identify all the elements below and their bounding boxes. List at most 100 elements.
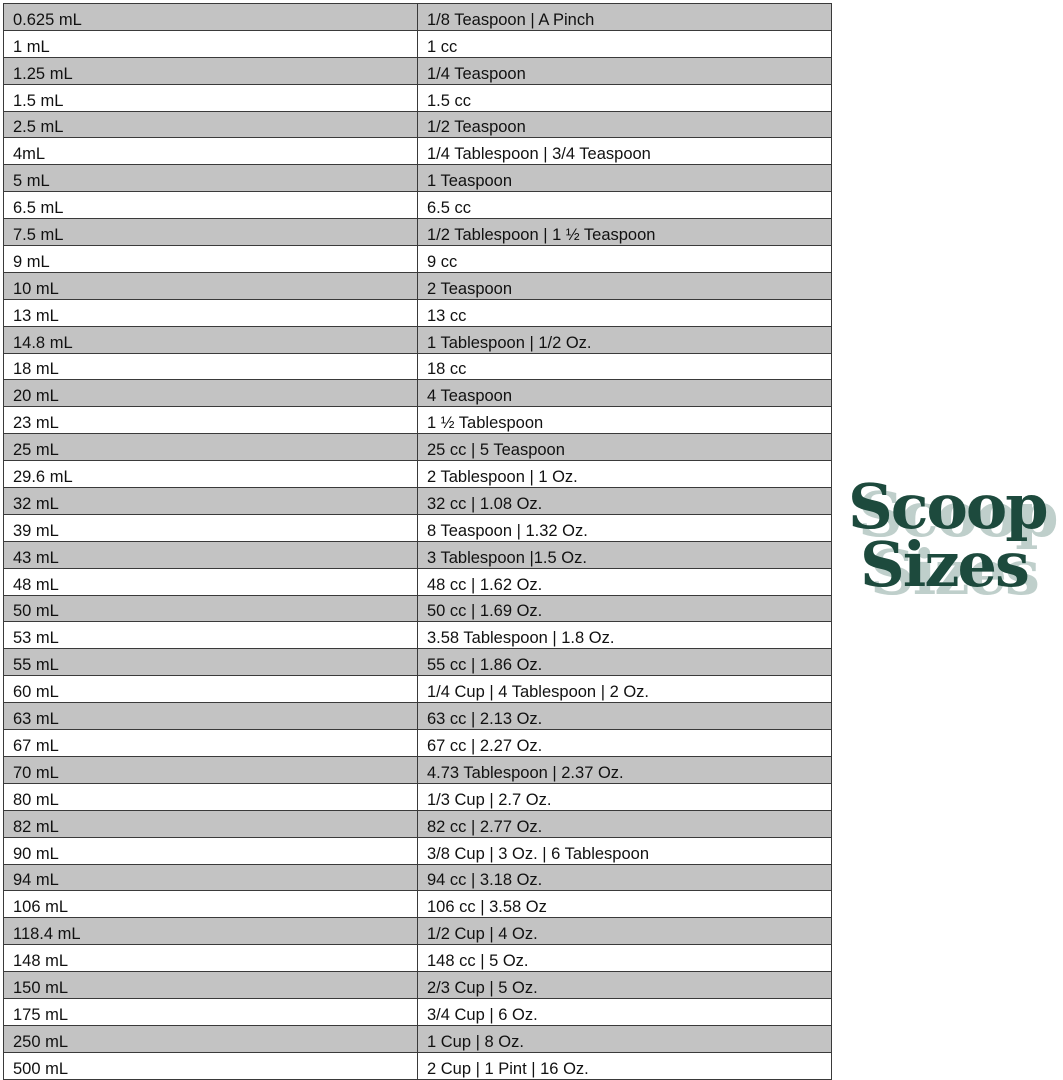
table-row: 67 mL 67 cc | 2.27 Oz. — [3, 729, 832, 757]
equivalent-cell: 1 Teaspoon — [417, 164, 832, 193]
table-row: 4mL 1/4 Tablespoon | 3/4 Teaspoon — [3, 137, 832, 166]
volume-ml-cell: 39 mL — [3, 513, 418, 542]
volume-ml-cell: 250 mL — [3, 1024, 418, 1053]
volume-ml-cell: 29.6 mL — [3, 460, 418, 489]
equivalent-cell: 2 Teaspoon — [417, 271, 832, 300]
table-row: 43 mL 3 Tablespoon |1.5 Oz. — [3, 540, 832, 569]
scoop-size-table: 0.625 mL 1/8 Teaspoon | A Pinch 1 mL 1 cc 1.… — [3, 3, 832, 1080]
equivalent-cell: 3/4 Cup | 6 Oz. — [417, 997, 832, 1026]
volume-ml-cell: 20 mL — [3, 379, 418, 408]
volume-ml-cell: 50 mL — [3, 594, 418, 623]
table-row: 5 mL 1 Teaspoon — [3, 164, 832, 193]
table-row: 60 mL 1/4 Cup | 4 Tablespoon | 2 Oz. — [3, 675, 832, 704]
table-row: 90 mL 3/8 Cup | 3 Oz. | 6 Tablespoon — [3, 836, 832, 865]
table-row: 70 mL 4.73 Tablespoon | 2.37 Oz. — [3, 755, 832, 784]
equivalent-cell: 50 cc | 1.69 Oz. — [417, 594, 832, 623]
table-row: 0.625 mL 1/8 Teaspoon | A Pinch — [3, 3, 832, 31]
volume-ml-cell: 23 mL — [3, 406, 418, 435]
equivalent-cell: 1 Tablespoon | 1/2 Oz. — [417, 325, 832, 354]
table-row: 250 mL 1 Cup | 8 Oz. — [3, 1024, 832, 1053]
equivalent-cell: 6.5 cc — [417, 191, 832, 220]
scoop-sizes-logo: Scoop Sizes — [848, 470, 1058, 596]
table-row: 32 mL 32 cc | 1.08 Oz. — [3, 487, 832, 515]
equivalent-cell: 94 cc | 3.18 Oz. — [417, 863, 832, 892]
equivalent-cell: 13 cc — [417, 298, 832, 327]
equivalent-cell: 3.58 Tablespoon | 1.8 Oz. — [417, 621, 832, 650]
table-row: 148 mL 148 cc | 5 Oz. — [3, 944, 832, 973]
volume-ml-cell: 90 mL — [3, 836, 418, 865]
equivalent-cell: 4 Teaspoon — [417, 379, 832, 408]
table-row: 63 mL 63 cc | 2.13 Oz. — [3, 702, 832, 731]
equivalent-cell: 18 cc — [417, 352, 832, 381]
table-row: 20 mL 4 Teaspoon — [3, 379, 832, 408]
table-row: 94 mL 94 cc | 3.18 Oz. — [3, 863, 832, 892]
volume-ml-cell: 148 mL — [3, 944, 418, 973]
table-row: 106 mL 106 cc | 3.58 Oz — [3, 890, 832, 919]
table-row: 150 mL 2/3 Cup | 5 Oz. — [3, 971, 832, 999]
table-row: 50 mL 50 cc | 1.69 Oz. — [3, 594, 832, 623]
volume-ml-cell: 80 mL — [3, 782, 418, 811]
table-row: 23 mL 1 ½ Tablespoon — [3, 406, 832, 435]
volume-ml-cell: 2.5 mL — [3, 110, 418, 139]
volume-ml-cell: 18 mL — [3, 352, 418, 381]
table-row: 13 mL 13 cc — [3, 298, 832, 327]
table-row: 14.8 mL 1 Tablespoon | 1/2 Oz. — [3, 325, 832, 354]
volume-ml-cell: 55 mL — [3, 648, 418, 677]
equivalent-cell: 1 cc — [417, 29, 832, 58]
table-row: 2.5 mL 1/2 Teaspoon — [3, 110, 832, 139]
equivalent-cell: 3/8 Cup | 3 Oz. | 6 Tablespoon — [417, 836, 832, 865]
table-row: 39 mL 8 Teaspoon | 1.32 Oz. — [3, 513, 832, 542]
logo-line-1: Scoop — [848, 470, 1049, 543]
volume-ml-cell: 0.625 mL — [3, 3, 418, 31]
equivalent-cell: 148 cc | 5 Oz. — [417, 944, 832, 973]
volume-ml-cell: 43 mL — [3, 540, 418, 569]
volume-ml-cell: 63 mL — [3, 702, 418, 731]
volume-ml-cell: 118.4 mL — [3, 917, 418, 946]
table-row: 118.4 mL 1/2 Cup | 4 Oz. — [3, 917, 832, 946]
equivalent-cell: 67 cc | 2.27 Oz. — [417, 729, 832, 757]
equivalent-cell: 1 ½ Tablespoon — [417, 406, 832, 435]
equivalent-cell: 1/4 Cup | 4 Tablespoon | 2 Oz. — [417, 675, 832, 704]
table-row: 175 mL 3/4 Cup | 6 Oz. — [3, 997, 832, 1026]
table-row: 1.25 mL 1/4 Teaspoon — [3, 56, 832, 85]
volume-ml-cell: 82 mL — [3, 809, 418, 838]
equivalent-cell: 1/2 Teaspoon — [417, 110, 832, 139]
volume-ml-cell: 32 mL — [3, 487, 418, 515]
table-row: 55 mL 55 cc | 1.86 Oz. — [3, 648, 832, 677]
table-row: 29.6 mL 2 Tablespoon | 1 Oz. — [3, 460, 832, 489]
volume-ml-cell: 150 mL — [3, 971, 418, 999]
equivalent-cell: 1/4 Teaspoon — [417, 56, 832, 85]
equivalent-cell: 25 cc | 5 Teaspoon — [417, 433, 832, 462]
equivalent-cell: 55 cc | 1.86 Oz. — [417, 648, 832, 677]
volume-ml-cell: 94 mL — [3, 863, 418, 892]
volume-ml-cell: 60 mL — [3, 675, 418, 704]
table-row: 48 mL 48 cc | 1.62 Oz. — [3, 567, 832, 596]
equivalent-cell: 106 cc | 3.58 Oz — [417, 890, 832, 919]
volume-ml-cell: 67 mL — [3, 729, 418, 757]
equivalent-cell: 2 Cup | 1 Pint | 16 Oz. — [417, 1051, 832, 1080]
volume-ml-cell: 500 mL — [3, 1051, 418, 1080]
equivalent-cell: 1/3 Cup | 2.7 Oz. — [417, 782, 832, 811]
volume-ml-cell: 1 mL — [3, 29, 418, 58]
table-row: 80 mL 1/3 Cup | 2.7 Oz. — [3, 782, 832, 811]
volume-ml-cell: 70 mL — [3, 755, 418, 784]
volume-ml-cell: 48 mL — [3, 567, 418, 596]
equivalent-cell: 63 cc | 2.13 Oz. — [417, 702, 832, 731]
volume-ml-cell: 14.8 mL — [3, 325, 418, 354]
volume-ml-cell: 4mL — [3, 137, 418, 166]
equivalent-cell: 2/3 Cup | 5 Oz. — [417, 971, 832, 999]
equivalent-cell: 1/2 Cup | 4 Oz. — [417, 917, 832, 946]
volume-ml-cell: 10 mL — [3, 271, 418, 300]
equivalent-cell: 1 Cup | 8 Oz. — [417, 1024, 832, 1053]
volume-ml-cell: 53 mL — [3, 621, 418, 650]
equivalent-cell: 1.5 cc — [417, 83, 832, 112]
equivalent-cell: 82 cc | 2.77 Oz. — [417, 809, 832, 838]
volume-ml-cell: 1.25 mL — [3, 56, 418, 85]
volume-ml-cell: 106 mL — [3, 890, 418, 919]
table-row: 82 mL 82 cc | 2.77 Oz. — [3, 809, 832, 838]
table-row: 500 mL 2 Cup | 1 Pint | 16 Oz. — [3, 1051, 832, 1080]
volume-ml-cell: 6.5 mL — [3, 191, 418, 220]
equivalent-cell: 1/4 Tablespoon | 3/4 Teaspoon — [417, 137, 832, 166]
equivalent-cell: 8 Teaspoon | 1.32 Oz. — [417, 513, 832, 542]
table-row: 10 mL 2 Teaspoon — [3, 271, 832, 300]
